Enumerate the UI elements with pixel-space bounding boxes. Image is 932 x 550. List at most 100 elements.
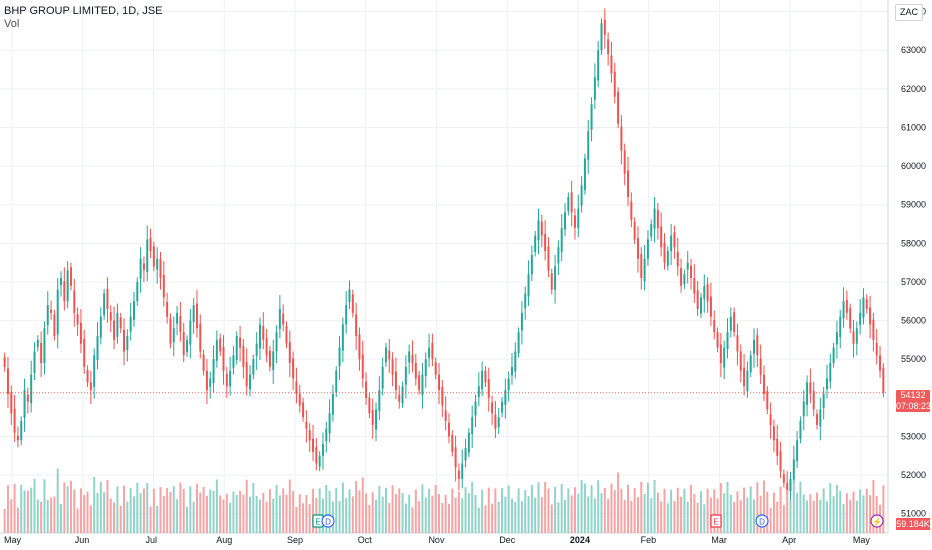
candle-body (63, 281, 66, 302)
volume-bar (182, 489, 185, 533)
candle-body (729, 316, 732, 331)
candle-body (603, 20, 606, 35)
candle-body (690, 265, 693, 279)
volume-bar (232, 491, 235, 533)
chart-title: BHP GROUP LIMITED, 1D, JSE (4, 5, 163, 17)
volume-bar (371, 492, 374, 533)
candle-body (666, 251, 669, 266)
x-tick-label: Aug (216, 535, 232, 545)
earnings-marker-shape (710, 514, 722, 528)
volume-bar (262, 492, 265, 533)
candle-body (560, 227, 563, 252)
candle-body (378, 390, 381, 411)
volume-bar (849, 499, 852, 533)
volume-bar (497, 501, 500, 533)
x-tick-label: Nov (428, 535, 445, 545)
candle-body (335, 370, 338, 393)
volume-bar (550, 504, 553, 533)
volume-bar (743, 487, 746, 533)
volume-bar (527, 496, 530, 533)
volume-bar (680, 496, 683, 533)
candle-body (331, 393, 334, 415)
candle-body (292, 358, 295, 379)
volume-bar (537, 482, 540, 533)
candle-body (530, 254, 533, 275)
volume-bar (40, 502, 43, 533)
y-tick-label: 52000 (901, 470, 926, 480)
y-tick-label: 57000 (901, 277, 926, 287)
volume-bar (666, 503, 669, 533)
volume-bar (418, 501, 421, 533)
volume-bar (872, 480, 875, 533)
candle-body (295, 381, 298, 394)
volume-bar (617, 472, 620, 533)
volume-bar (746, 497, 749, 533)
volume-bar (461, 498, 464, 533)
volume-bar (799, 481, 802, 533)
candle-body (96, 336, 99, 360)
candle-body (862, 297, 865, 318)
candle-body (20, 420, 23, 441)
volume-bar (3, 508, 6, 533)
candle-body (464, 448, 467, 461)
volume-bar (189, 486, 192, 533)
volume-bar (348, 489, 351, 533)
volume-bar (295, 507, 298, 533)
volume-bar (199, 492, 202, 533)
volume-bar (179, 482, 182, 533)
volume-bar (229, 502, 232, 533)
volume-bar (43, 479, 46, 533)
candle-body (298, 393, 301, 406)
split-marker-shape (870, 514, 884, 528)
candle-body (441, 387, 444, 406)
volume-bar (355, 481, 358, 533)
volume-bar (401, 493, 404, 533)
volume-indicator-label[interactable]: Vol (4, 18, 20, 30)
candle-body (375, 409, 378, 430)
candle-body (842, 301, 845, 319)
candle-body (99, 316, 102, 338)
volume-bar (375, 499, 378, 533)
volume-bar (454, 497, 457, 533)
earnings-marker: E (710, 514, 722, 528)
volume-bar (103, 492, 106, 533)
volume-bar (298, 494, 301, 533)
volume-bar (434, 485, 437, 533)
candle-body (391, 359, 394, 375)
dividend-marker: D (755, 514, 769, 528)
volume-bar (282, 488, 285, 533)
candle-body (636, 237, 639, 259)
volume-bar (869, 495, 872, 533)
volume-bar (510, 498, 513, 533)
candle-body (633, 221, 636, 240)
currency-button[interactable]: ZAC (895, 4, 923, 21)
volume-bar (723, 493, 726, 533)
volume-bar (699, 491, 702, 533)
candle-body (285, 325, 288, 344)
candle-body (16, 435, 19, 441)
volume-bar (285, 494, 288, 533)
candle-body (444, 410, 447, 421)
volume-bar (365, 493, 368, 533)
candle-body (726, 332, 729, 350)
candle-body (782, 474, 785, 483)
volume-bar (235, 495, 238, 533)
volume-bar (776, 501, 779, 533)
volume-bar (643, 493, 646, 533)
volume-bar (252, 483, 255, 533)
candle-body (401, 386, 404, 404)
volume-bar (275, 484, 278, 533)
candle-body (819, 409, 822, 427)
candle-body (235, 336, 238, 360)
candle-body (776, 438, 779, 456)
volume-bar (384, 487, 387, 533)
volume-bar (136, 482, 139, 533)
candle-body (613, 71, 616, 97)
volume-bar (514, 502, 517, 533)
volume-bar (812, 500, 815, 533)
candle-body (394, 371, 397, 391)
volume-bar (607, 498, 610, 533)
candle-body (26, 394, 29, 402)
candle-body (212, 359, 215, 384)
